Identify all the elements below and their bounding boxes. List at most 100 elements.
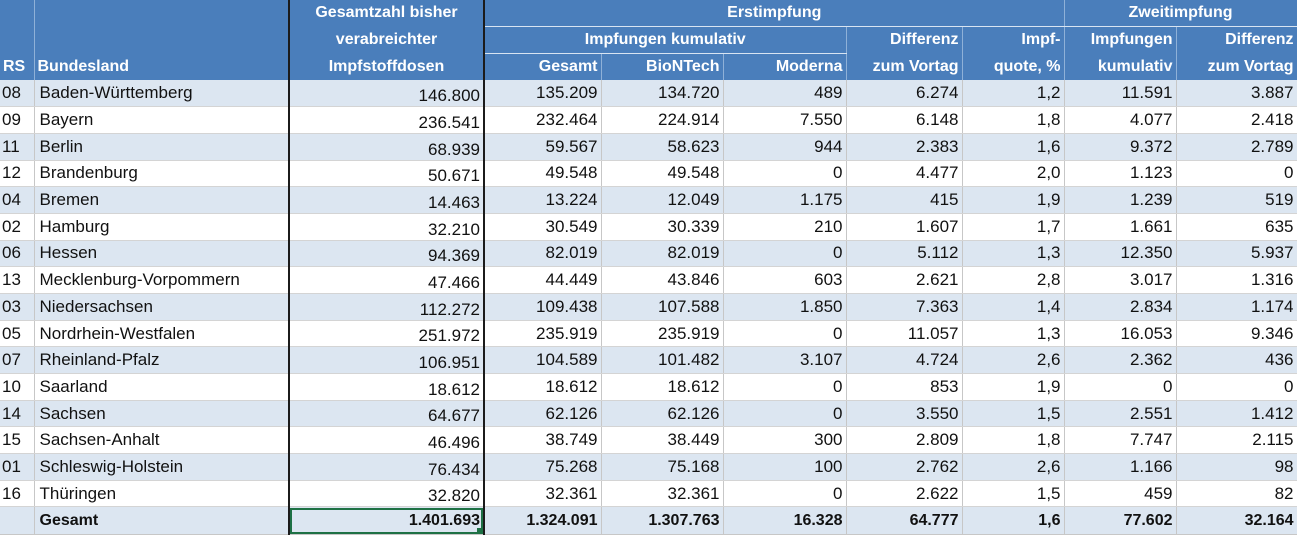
erst-diff-cell[interactable]: 2.809	[846, 426, 963, 455]
total-doses-cell[interactable]: 18.612	[288, 373, 485, 401]
header-total-line2[interactable]: verabreichter	[288, 26, 485, 54]
bundesland-cell[interactable]: Hessen	[34, 240, 290, 268]
erst-diff-cell[interactable]: 415	[846, 186, 963, 214]
erst-diff-cell[interactable]: 2.622	[846, 480, 963, 508]
erst-diff-cell[interactable]: 2.762	[846, 453, 963, 481]
header-zweit-kum-line1[interactable]: Impfungen	[1064, 26, 1177, 54]
erst-gesamt-cell[interactable]: 38.749	[484, 426, 602, 455]
impfquote-cell[interactable]: 1,3	[962, 240, 1065, 268]
erst-gesamt-cell[interactable]: 13.224	[484, 186, 602, 214]
erst-biontech-cell[interactable]: 107.588	[601, 293, 724, 321]
header-quote-line1[interactable]: Impf-	[962, 26, 1065, 54]
erst-gesamt-cell[interactable]: 49.548	[484, 160, 602, 188]
zweit-kumulativ-cell[interactable]: 11.591	[1064, 79, 1177, 108]
rs-cell[interactable]: 06	[0, 240, 35, 268]
sum-quote[interactable]: 1,6	[962, 506, 1065, 536]
erst-gesamt-cell[interactable]: 235.919	[484, 320, 602, 348]
table-row[interactable]: 15 Sachsen-Anhalt 46.496 38.749 38.449 300 2.8…	[0, 426, 1297, 455]
rs-cell[interactable]: 11	[0, 133, 35, 161]
zweit-kumulativ-cell[interactable]: 12.350	[1064, 240, 1177, 268]
erst-diff-cell[interactable]: 2.621	[846, 266, 963, 294]
table-row[interactable]: 03 Niedersachsen 112.272 109.438 107.588 1.85…	[0, 293, 1297, 321]
header-quote-line2[interactable]: quote, %	[962, 53, 1065, 80]
erst-gesamt-cell[interactable]: 104.589	[484, 346, 602, 375]
zweit-diff-cell[interactable]: 2.115	[1176, 426, 1297, 455]
bundesland-cell[interactable]: Sachsen-Anhalt	[34, 426, 290, 455]
header-bundesland[interactable]: Bundesland	[34, 53, 290, 80]
total-doses-cell[interactable]: 46.496	[288, 426, 485, 455]
erst-moderna-cell[interactable]: 0	[723, 480, 847, 508]
erst-gesamt-cell[interactable]: 232.464	[484, 106, 602, 134]
erst-moderna-cell[interactable]: 0	[723, 240, 847, 268]
header-erstimpfung[interactable]: Erstimpfung	[484, 0, 1065, 28]
erst-diff-cell[interactable]: 4.724	[846, 346, 963, 375]
table-row[interactable]: 09 Bayern 236.541 232.464 224.914 7.550 6.148 1…	[0, 106, 1297, 134]
rs-cell[interactable]: 01	[0, 453, 35, 481]
erst-diff-cell[interactable]: 11.057	[846, 320, 963, 348]
erst-biontech-cell[interactable]: 62.126	[601, 400, 724, 428]
header-rs[interactable]: RS	[0, 53, 35, 80]
bundesland-cell[interactable]: Brandenburg	[34, 160, 290, 188]
zweit-kumulativ-cell[interactable]: 2.551	[1064, 400, 1177, 428]
zweit-kumulativ-cell[interactable]: 2.834	[1064, 293, 1177, 321]
erst-moderna-cell[interactable]: 210	[723, 213, 847, 241]
erst-biontech-cell[interactable]: 38.449	[601, 426, 724, 455]
header-erst-kumulativ[interactable]: Impfungen kumulativ	[484, 26, 847, 54]
zweit-diff-cell[interactable]: 1.316	[1176, 266, 1297, 294]
header-cell[interactable]	[0, 0, 35, 27]
bundesland-cell[interactable]: Berlin	[34, 133, 290, 161]
zweit-diff-cell[interactable]: 5.937	[1176, 240, 1297, 268]
erst-moderna-cell[interactable]: 1.175	[723, 186, 847, 214]
rs-cell[interactable]: 04	[0, 186, 35, 214]
impfquote-cell[interactable]: 1,2	[962, 79, 1065, 108]
erst-gesamt-cell[interactable]: 30.549	[484, 213, 602, 241]
zweit-diff-cell[interactable]: 9.346	[1176, 320, 1297, 348]
rs-cell[interactable]: 16	[0, 480, 35, 508]
total-doses-cell[interactable]: 112.272	[288, 293, 485, 321]
impfquote-cell[interactable]: 2,6	[962, 453, 1065, 481]
total-doses-cell[interactable]: 32.210	[288, 213, 485, 241]
table-row[interactable]: 14 Sachsen 64.677 62.126 62.126 0 3.550 1,5 2.55…	[0, 400, 1297, 428]
zweit-kumulativ-cell[interactable]: 16.053	[1064, 320, 1177, 348]
erst-diff-cell[interactable]: 5.112	[846, 240, 963, 268]
rs-cell[interactable]: 10	[0, 373, 35, 401]
header-diff-line2[interactable]: zum Vortag	[846, 53, 963, 80]
total-doses-cell[interactable]: 47.466	[288, 266, 485, 294]
header-zweit-diff-line2[interactable]: zum Vortag	[1176, 53, 1297, 80]
zweit-diff-cell[interactable]: 0	[1176, 160, 1297, 188]
rs-cell[interactable]: 02	[0, 213, 35, 241]
impfquote-cell[interactable]: 1,5	[962, 400, 1065, 428]
header-diff-line1[interactable]: Differenz	[846, 26, 963, 54]
bundesland-cell[interactable]: Hamburg	[34, 213, 290, 241]
impfquote-cell[interactable]: 1,5	[962, 480, 1065, 508]
erst-moderna-cell[interactable]: 100	[723, 453, 847, 481]
zweit-diff-cell[interactable]: 519	[1176, 186, 1297, 214]
zweit-diff-cell[interactable]: 3.887	[1176, 79, 1297, 108]
bundesland-cell[interactable]: Mecklenburg-Vorpommern	[34, 266, 290, 294]
zweit-kumulativ-cell[interactable]: 1.123	[1064, 160, 1177, 188]
zweit-kumulativ-cell[interactable]: 0	[1064, 373, 1177, 401]
erst-gesamt-cell[interactable]: 82.019	[484, 240, 602, 268]
erst-moderna-cell[interactable]: 489	[723, 79, 847, 108]
zweit-kumulativ-cell[interactable]: 7.747	[1064, 426, 1177, 455]
erst-biontech-cell[interactable]: 235.919	[601, 320, 724, 348]
erst-gesamt-cell[interactable]: 62.126	[484, 400, 602, 428]
rs-cell[interactable]: 08	[0, 79, 35, 108]
zweit-diff-cell[interactable]: 1.412	[1176, 400, 1297, 428]
erst-gesamt-cell[interactable]: 109.438	[484, 293, 602, 321]
erst-gesamt-cell[interactable]: 135.209	[484, 79, 602, 108]
table-row[interactable]: 01 Schleswig-Holstein 76.434 75.268 75.168 10…	[0, 453, 1297, 481]
erst-gesamt-cell[interactable]: 18.612	[484, 373, 602, 401]
sum-label[interactable]: Gesamt	[34, 506, 290, 536]
total-doses-cell[interactable]: 68.939	[288, 133, 485, 161]
impfquote-cell[interactable]: 1,9	[962, 186, 1065, 214]
bundesland-cell[interactable]: Sachsen	[34, 400, 290, 428]
impfquote-cell[interactable]: 2,6	[962, 346, 1065, 375]
header-total-line3[interactable]: Impfstoffdosen	[288, 53, 485, 80]
sum-zdiff[interactable]: 32.164	[1176, 506, 1297, 536]
sum-diff[interactable]: 64.777	[846, 506, 963, 536]
impfquote-cell[interactable]: 1,4	[962, 293, 1065, 321]
header-total-line1[interactable]: Gesamtzahl bisher	[288, 0, 485, 27]
erst-moderna-cell[interactable]: 7.550	[723, 106, 847, 134]
erst-moderna-cell[interactable]: 0	[723, 160, 847, 188]
